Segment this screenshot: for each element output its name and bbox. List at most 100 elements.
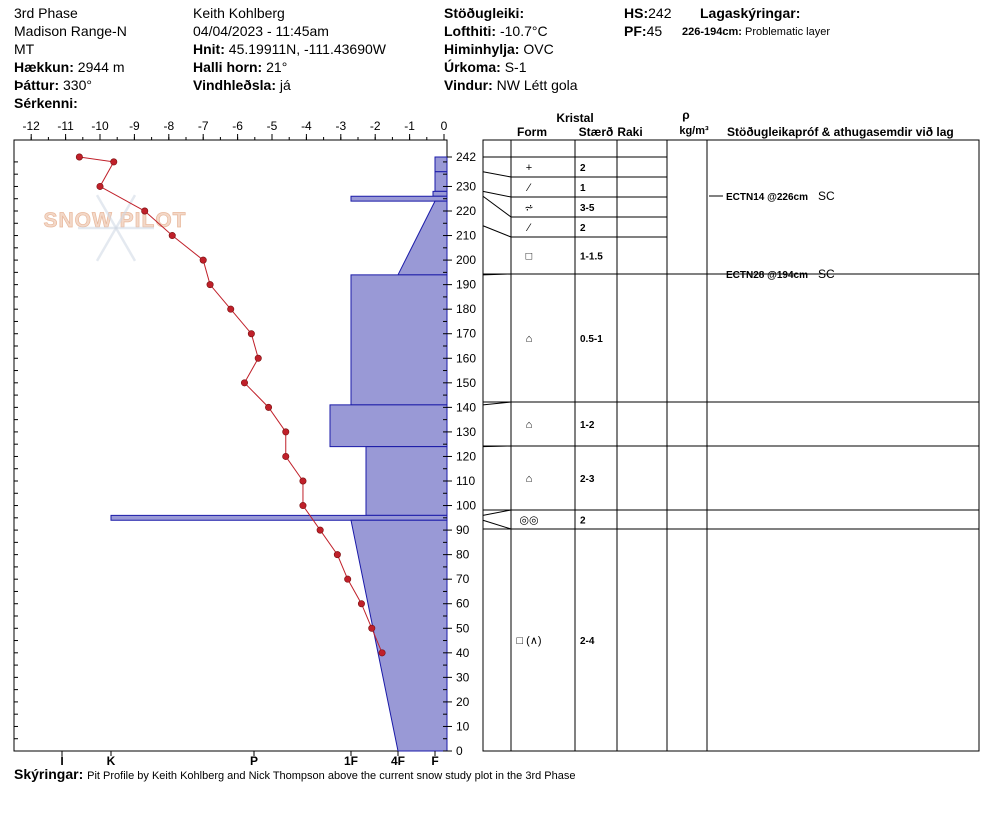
depth-tick-label-17: 170 — [456, 327, 476, 341]
depth-tick-label-14: 140 — [456, 400, 476, 414]
temperature-point-20 — [368, 624, 376, 632]
temp-tick-label-11: -1 — [404, 119, 415, 133]
layer-form-6: ⌂ — [526, 419, 533, 431]
temp-tick-label-4: -8 — [163, 119, 174, 133]
test-label-0: ECTN14 @226cm — [726, 192, 808, 203]
temperature-point-8 — [247, 330, 255, 338]
layer-connector-1 — [482, 171, 512, 178]
state: MT — [14, 41, 35, 57]
layer-form-3: ⁄ — [525, 222, 532, 234]
depth-tick-label-5: 50 — [456, 621, 470, 635]
temperature-point-11 — [265, 403, 273, 411]
layer-notes: Lagaskýringar: — [700, 5, 801, 21]
depth-tick-label-22: 220 — [456, 204, 476, 218]
slope: Halli horn: 21° — [193, 59, 288, 75]
temperature-point-4 — [168, 232, 176, 240]
problem-layer-note: 226-194cm: Problematic layer — [682, 26, 830, 38]
temp-tick-label-1: -11 — [57, 119, 74, 133]
temp-tick-label-0: -12 — [23, 119, 41, 133]
layer-connector-2 — [482, 190, 512, 198]
layer-size-8: 2 — [580, 516, 586, 527]
hardness-bar-2 — [432, 190, 448, 197]
depth-tick-label-19: 190 — [456, 278, 476, 292]
temperature-point-9 — [254, 354, 262, 362]
observer: Keith Kohlberg — [193, 5, 285, 21]
wind-loading: Vindhleðsla: já — [193, 77, 291, 93]
temperature-point-12 — [282, 428, 290, 436]
temperature-point-15 — [299, 502, 307, 510]
hardness-bar-3 — [350, 195, 448, 202]
depth-tick-label-10: 100 — [456, 499, 476, 513]
snowflake-icon — [95, 227, 118, 262]
hardness-bar-6 — [329, 404, 448, 448]
hardness-bar-5 — [350, 274, 448, 406]
footer-label: Skýringar: — [14, 766, 84, 782]
coords: Hnit: 45.19911N, -111.43690W — [193, 41, 387, 57]
depth-tick-label-8: 80 — [456, 548, 470, 562]
header-tests: Stöðugleikapróf & athugasemdir við lag — [727, 125, 954, 139]
depth-tick-label-12: 120 — [456, 449, 476, 463]
layer-form-4: □ — [526, 251, 533, 263]
temperature-point-1 — [110, 158, 118, 166]
layer-size-4: 1-1.5 — [580, 252, 603, 263]
layer-form-5: ⌂ — [526, 333, 533, 345]
temp-tick-label-8: -4 — [301, 119, 312, 133]
layer-form-0: + — [526, 162, 532, 174]
temperature-point-19 — [357, 600, 365, 608]
temperature-point-10 — [240, 379, 248, 387]
depth-tick-label-20: 200 — [456, 253, 476, 267]
air-temp: Lofthiti: -10.7°C — [444, 23, 548, 39]
hardness-tick-label-4: 4F — [391, 754, 405, 768]
depth-tick-label-4: 40 — [456, 646, 470, 660]
header-form: Form — [517, 125, 547, 139]
depth-tick-label-11: 110 — [456, 474, 475, 488]
header-size: Stærð — [579, 125, 614, 139]
elevation: Hækkun: 2944 m — [14, 59, 125, 75]
layer-connector-8 — [482, 509, 512, 516]
temp-tick-label-2: -10 — [91, 119, 109, 133]
temp-tick-label-5: -7 — [198, 119, 209, 133]
layer-form-9: □ (∧) — [516, 635, 541, 647]
temperature-point-3 — [141, 207, 149, 215]
sky: Himinhylja: OVC — [444, 41, 554, 57]
hardness-tick-label-3: 1F — [344, 754, 358, 768]
temperature-point-17 — [333, 551, 341, 559]
temperature-point-16 — [316, 526, 324, 534]
header-col1: 3rd Phase Madison Range-N MT Hækkun: 294… — [14, 4, 127, 112]
depth-tick-label-23: 230 — [456, 179, 476, 193]
temp-tick-label-10: -2 — [370, 119, 381, 133]
temp-tick-label-7: -5 — [267, 119, 278, 133]
temp-tick-label-9: -3 — [335, 119, 346, 133]
hardness-bar-7 — [365, 446, 448, 516]
specifics: Sérkenni: — [14, 95, 78, 111]
header-col4: HS:242 PF:45 — [624, 4, 671, 40]
temperature-point-14 — [299, 477, 307, 485]
header-col3: Stöðugleiki: Lofthiti: -10.7°C Himinhylj… — [444, 4, 578, 94]
range: Madison Range-N — [14, 23, 127, 39]
hardness-tick-label-5: F — [431, 754, 438, 768]
temperature-point-5 — [199, 256, 207, 264]
footer-text: Pit Profile by Keith Kohlberg and Nick T… — [87, 770, 576, 782]
location: 3rd Phase — [14, 5, 78, 21]
test-code-1: SC — [818, 267, 835, 281]
depth-tick-label-3: 30 — [456, 670, 470, 684]
depth-tick-label-13: 130 — [456, 425, 476, 439]
header-moisture: Raki — [617, 125, 642, 139]
snowflake-icon — [95, 194, 118, 229]
layer-connector-9 — [482, 519, 512, 530]
hs: HS:242 — [624, 5, 672, 21]
depth-tick-label-16: 160 — [456, 351, 476, 365]
depth-tick-label-1: 10 — [456, 719, 470, 733]
precip: Úrkoma: S-1 — [444, 59, 527, 75]
pf: PF:45 — [624, 23, 663, 39]
footer: Skýringar: Pit Profile by Keith Kohlberg… — [14, 765, 576, 785]
header-density: kg/m³ — [679, 125, 709, 137]
depth-tick-label-2: 20 — [456, 695, 470, 709]
test-label-1: ECTN28 @194cm — [726, 270, 808, 281]
hardness-tick-label-0: I — [60, 754, 63, 768]
layer-size-6: 1-2 — [580, 420, 595, 431]
temperature-point-13 — [282, 452, 290, 460]
temperature-point-21 — [378, 649, 386, 657]
temperature-point-18 — [344, 575, 352, 583]
